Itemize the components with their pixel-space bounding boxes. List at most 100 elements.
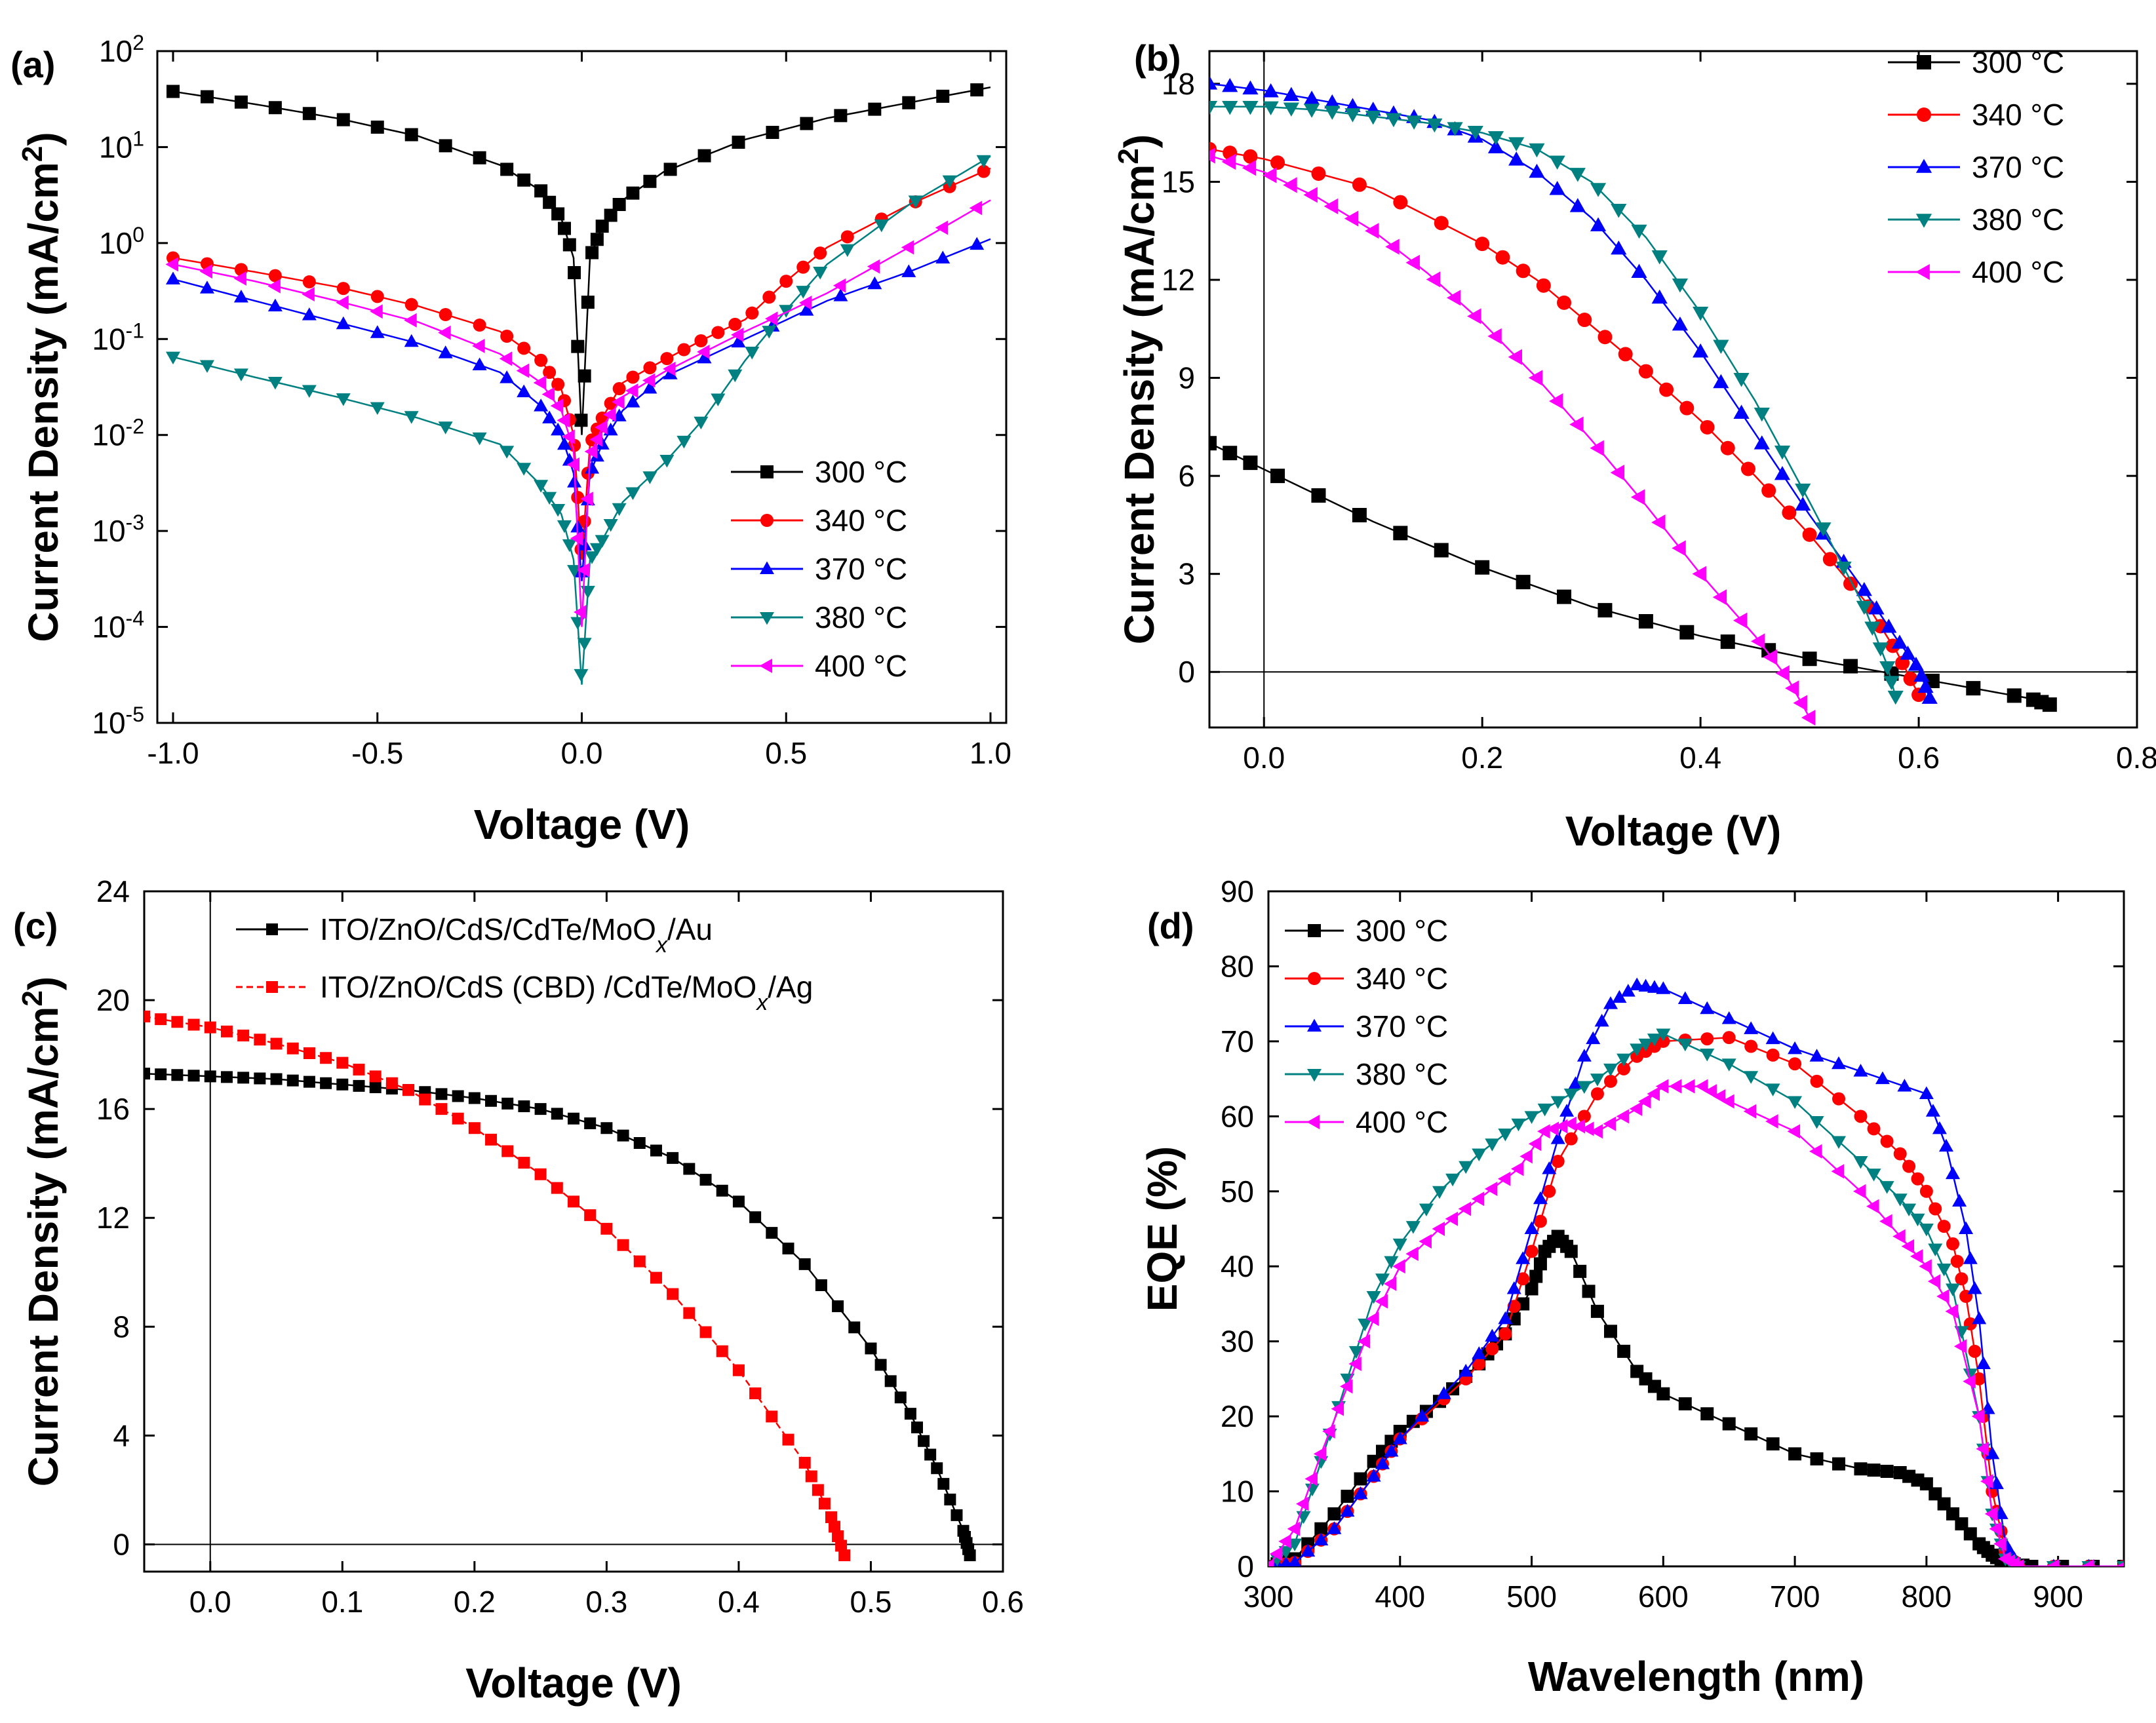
data-point bbox=[562, 238, 576, 252]
data-point bbox=[1900, 646, 1916, 660]
data-point bbox=[439, 139, 452, 153]
data-point bbox=[1432, 1186, 1447, 1199]
data-point bbox=[1700, 1407, 1714, 1421]
data-point bbox=[500, 446, 515, 459]
data-point bbox=[1810, 1452, 1824, 1465]
data-point bbox=[970, 237, 985, 250]
data-point bbox=[1744, 1071, 1759, 1084]
data-point bbox=[233, 290, 248, 303]
data-point bbox=[683, 1307, 696, 1319]
data-point bbox=[1937, 1220, 1951, 1233]
data-point bbox=[1866, 1199, 1879, 1214]
data-point bbox=[732, 1364, 745, 1376]
data-point bbox=[683, 1163, 696, 1175]
data-point bbox=[336, 1056, 349, 1069]
data-point bbox=[220, 1071, 233, 1083]
data-point bbox=[286, 1042, 299, 1055]
data-point bbox=[1365, 110, 1381, 125]
data-point bbox=[1358, 1318, 1373, 1332]
data-point bbox=[1331, 1401, 1344, 1416]
data-point bbox=[1866, 1169, 1881, 1182]
data-point bbox=[1867, 1122, 1881, 1136]
data-point bbox=[1348, 1345, 1363, 1359]
data-point bbox=[1832, 1457, 1845, 1471]
data-point bbox=[568, 1195, 579, 1208]
data-point bbox=[969, 201, 983, 216]
data-point bbox=[1393, 195, 1408, 210]
data-point bbox=[798, 1258, 811, 1270]
data-point bbox=[1222, 77, 1238, 92]
data-point bbox=[1722, 1417, 1736, 1431]
data-point bbox=[558, 222, 572, 235]
data-point bbox=[1419, 1234, 1432, 1249]
data-point bbox=[832, 1530, 844, 1543]
data-point bbox=[1603, 1063, 1618, 1077]
data-point bbox=[234, 95, 248, 109]
data-point bbox=[1693, 343, 1709, 358]
data-point bbox=[1955, 1517, 1969, 1531]
data-point bbox=[1594, 1013, 1609, 1027]
data-point bbox=[1774, 445, 1791, 460]
data-point bbox=[1651, 514, 1666, 531]
data-point bbox=[1301, 1543, 1316, 1557]
data-point bbox=[1693, 307, 1709, 321]
x-tick-label: 300 bbox=[1244, 1579, 1294, 1614]
data-point bbox=[1590, 183, 1607, 197]
data-point bbox=[166, 271, 180, 285]
data-point bbox=[204, 1070, 216, 1083]
data-point bbox=[694, 334, 708, 347]
data-point bbox=[1993, 1536, 2007, 1551]
x-tick-label: 0.4 bbox=[718, 1585, 760, 1619]
data-point bbox=[577, 638, 592, 651]
data-point bbox=[320, 1052, 332, 1064]
y-tick-label: 0 bbox=[1178, 655, 1195, 689]
data-point bbox=[543, 195, 557, 209]
data-point bbox=[485, 1133, 498, 1146]
data-point bbox=[1484, 1181, 1498, 1196]
data-point bbox=[302, 385, 317, 398]
data-point bbox=[1700, 1048, 1715, 1062]
data-point bbox=[1303, 90, 1320, 105]
data-point bbox=[884, 1375, 897, 1387]
y-tick-label: 101 bbox=[99, 126, 144, 164]
data-point bbox=[1913, 667, 1930, 682]
data-point bbox=[369, 1081, 382, 1093]
data-point bbox=[732, 135, 745, 149]
data-point bbox=[1967, 1281, 1982, 1294]
data-point bbox=[1980, 1474, 1993, 1489]
data-point bbox=[1887, 690, 1904, 705]
data-point bbox=[1506, 1281, 1521, 1294]
data-point bbox=[600, 1222, 613, 1235]
data-point bbox=[976, 155, 991, 168]
data-point bbox=[1393, 526, 1408, 541]
data-point bbox=[1765, 1031, 1780, 1045]
legend-marker bbox=[760, 514, 774, 527]
data-point bbox=[1528, 1136, 1542, 1152]
data-point bbox=[1577, 1110, 1591, 1123]
data-point bbox=[1952, 1193, 1967, 1207]
data-point bbox=[731, 327, 744, 342]
legend-marker bbox=[759, 659, 772, 673]
data-point bbox=[1802, 527, 1817, 542]
legend-marker bbox=[266, 923, 278, 935]
data-point bbox=[187, 1018, 200, 1031]
data-point bbox=[199, 281, 214, 294]
data-point bbox=[1879, 1181, 1894, 1194]
data-point bbox=[1672, 540, 1686, 556]
data-point bbox=[501, 1145, 514, 1157]
data-point bbox=[1533, 1214, 1547, 1228]
data-point bbox=[370, 121, 384, 134]
data-point bbox=[1472, 1357, 1486, 1370]
data-point bbox=[1542, 1161, 1557, 1174]
x-tick-label: 900 bbox=[2033, 1579, 2083, 1614]
y-tick-label: 10-2 bbox=[92, 415, 144, 452]
data-point bbox=[1536, 278, 1551, 293]
data-point bbox=[1843, 659, 1858, 674]
series-line bbox=[172, 86, 991, 435]
panel-label: (a) bbox=[10, 44, 55, 85]
data-point bbox=[732, 1195, 745, 1208]
data-point bbox=[1822, 552, 1837, 567]
data-point bbox=[1352, 507, 1367, 522]
data-point bbox=[1510, 1161, 1524, 1176]
y-tick-label: 20 bbox=[96, 983, 130, 1017]
